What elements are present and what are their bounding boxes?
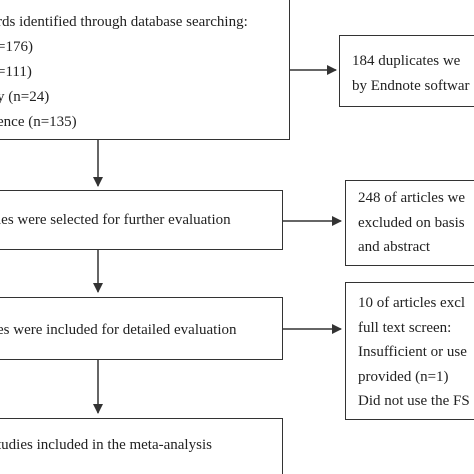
detailed-box: es were included for detailed evaluation [0,297,283,360]
meta-analysis-box: tudies included in the meta-analysis [0,418,283,474]
records-identified-line: =111) [0,64,32,80]
detailed-line: es were included for detailed evaluation [0,322,237,338]
records-identified-line: rds identified through database searchin… [0,14,248,30]
excluded-fulltext-line: full text screen: [358,320,452,336]
excluded-abstract-line: and abstract [358,239,431,255]
excluded-abstract-line: 248 of articles we [358,190,466,206]
excluded-fulltext-line: Did not use the FS [358,393,470,409]
records-identified-line: ence (n=135) [0,114,77,130]
excluded-fulltext-line: 10 of articles excl [358,295,466,311]
excluded-abstract-box: 248 of articles we excluded on basis and… [345,180,474,266]
selected-line: les were selected for further evaluation [0,212,231,228]
records-identified-line: =176) [0,39,33,55]
excluded-abstract-line: excluded on basis [358,215,465,231]
meta-analysis-line: tudies included in the meta-analysis [0,437,212,453]
excluded-fulltext-line: provided (n=1) [358,369,449,385]
records-identified-line: y (n=24) [0,89,50,105]
selected-box: les were selected for further evaluation [0,190,283,250]
duplicates-line: by Endnote softwar [352,78,470,94]
duplicates-box: 184 duplicates we by Endnote softwar [339,35,474,107]
excluded-fulltext-line: Insufficient or use [358,344,467,360]
duplicates-line: 184 duplicates we [352,53,461,69]
records-identified-box: rds identified through database searchin… [0,0,290,140]
excluded-fulltext-box: 10 of articles excl full text screen: In… [345,282,474,420]
